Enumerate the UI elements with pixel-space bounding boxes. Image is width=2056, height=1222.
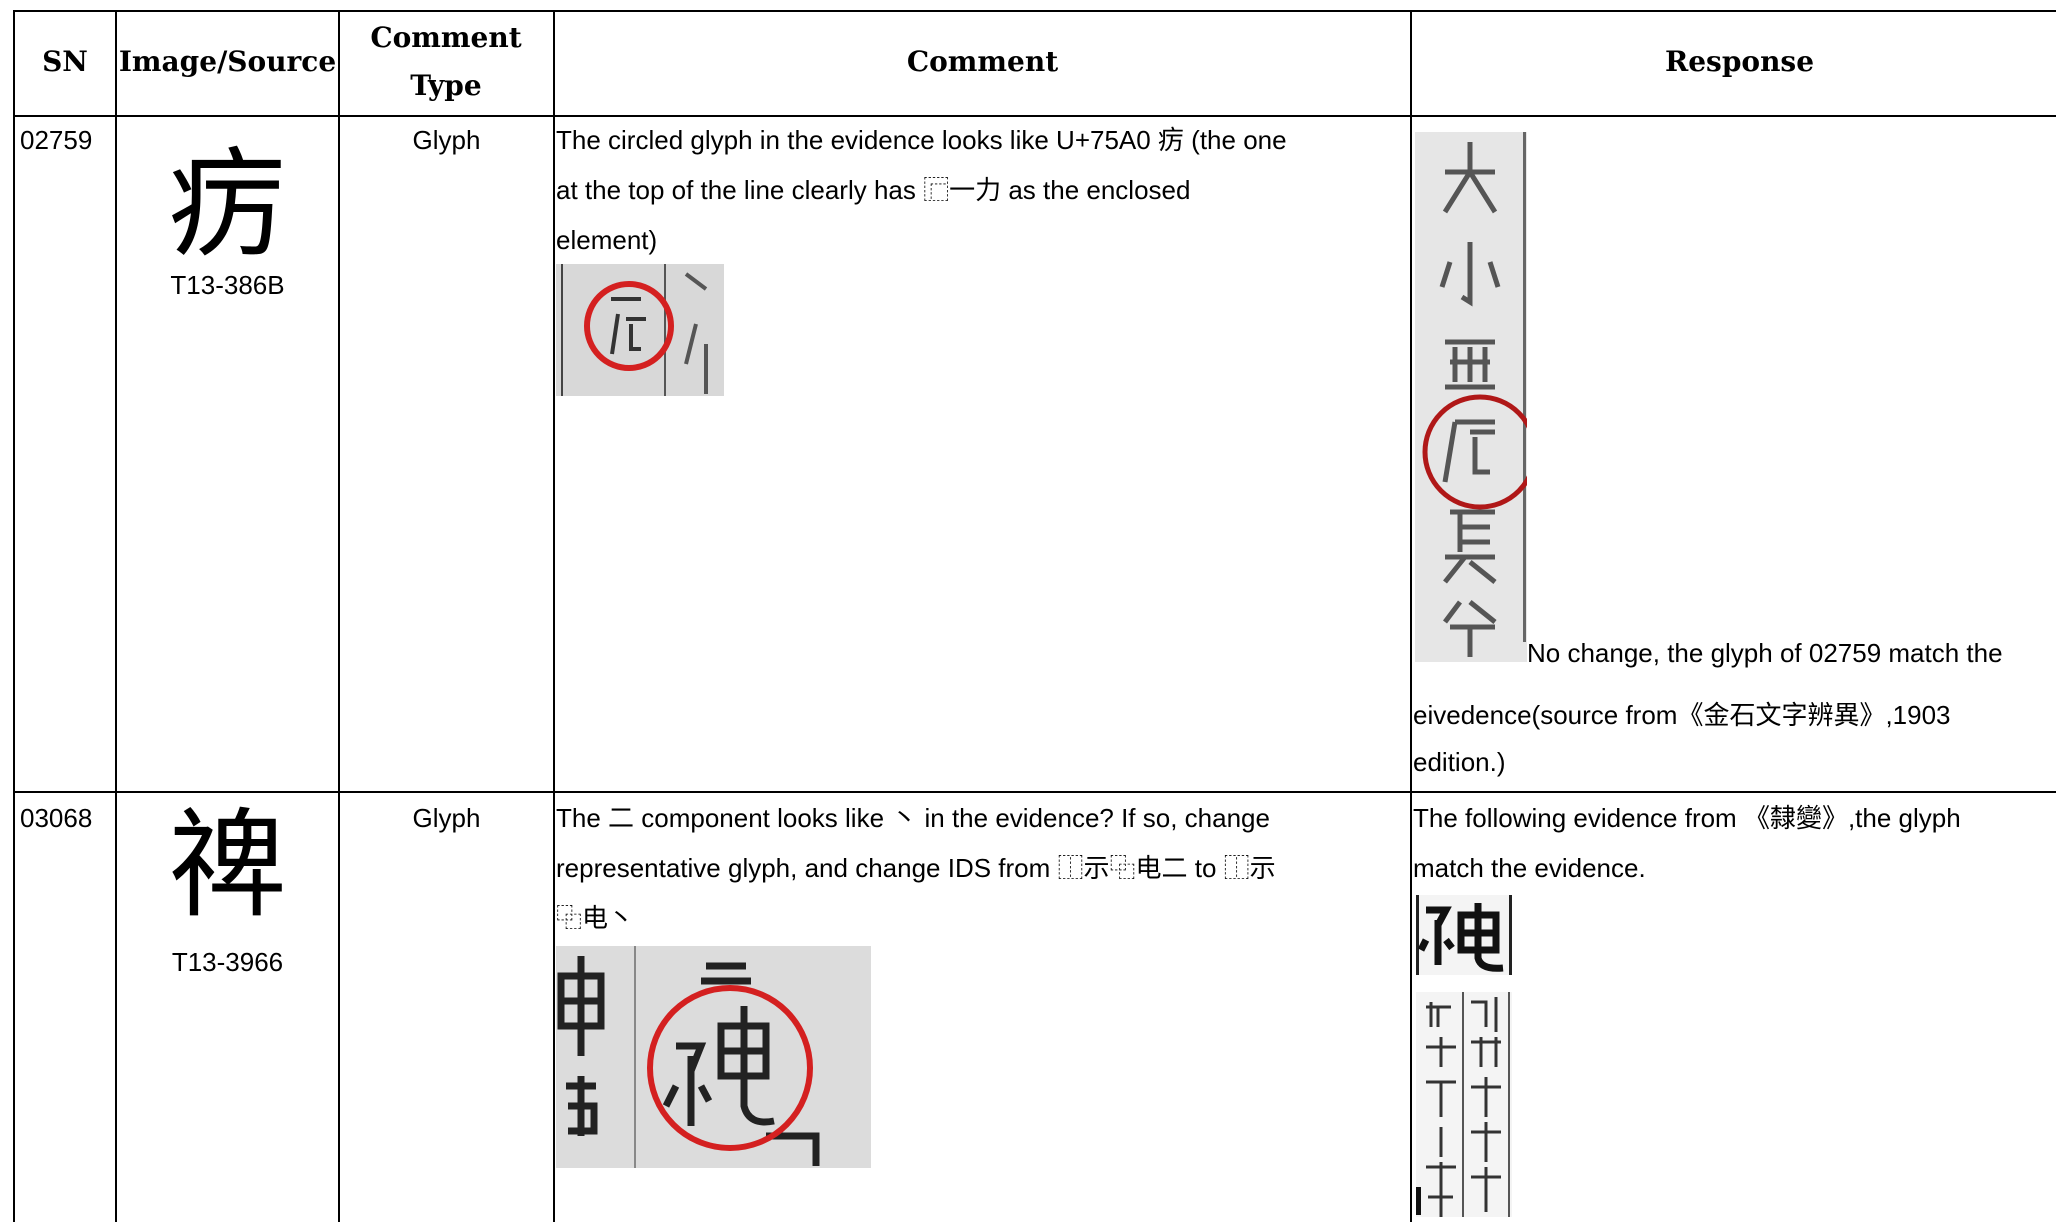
evidence-image [556,946,871,1168]
response-line: The following evidence from 《隸變》,the gly… [1413,803,1961,833]
comment-line: The circled glyph in the evidence looks … [556,125,1287,155]
glyph: 禆 [168,796,287,934]
border [115,10,117,1222]
header-cell: Response [1664,45,1815,78]
border [13,115,2056,117]
response-line: match the evidence. [1413,853,1646,883]
border [13,791,2056,793]
header-cell: Comment [906,45,1059,78]
comment-line: element) [556,225,658,255]
border [553,10,555,1222]
response-image [1416,992,1512,1217]
response-line: edition.) [1413,747,1506,777]
glyph: 疠 [168,136,287,274]
response-line: eivedence(source from《金石文字辨異》,1903 [1413,700,1951,730]
border [1410,10,1412,1222]
sn: 02759 [20,125,93,155]
sn: 03068 [20,803,93,833]
source: T13-386B [170,270,285,300]
comment-type: Glyph [412,125,481,155]
response-image [1415,132,1527,662]
response-image [1416,895,1512,975]
header-cell: SN [42,45,88,78]
comment-line: at the top of the line clearly has ⿸一力 a… [556,175,1191,205]
response-line: No change, the glyph of 02759 match the [1527,638,2003,668]
header-cell: Comment Type [370,21,522,102]
border [13,10,2056,12]
source: T13-3966 [171,947,284,977]
comment-line: ⿻电丶 [556,903,635,933]
header-cell: Image/Source [118,45,337,78]
comment-line: The 二 component looks like 丶 in the evid… [556,803,1270,833]
comment-type: Glyph [412,803,481,833]
border [13,10,15,1222]
border [338,10,340,1222]
evidence-image [556,264,724,396]
comment-line: representative glyph, and change IDS fro… [556,853,1276,883]
